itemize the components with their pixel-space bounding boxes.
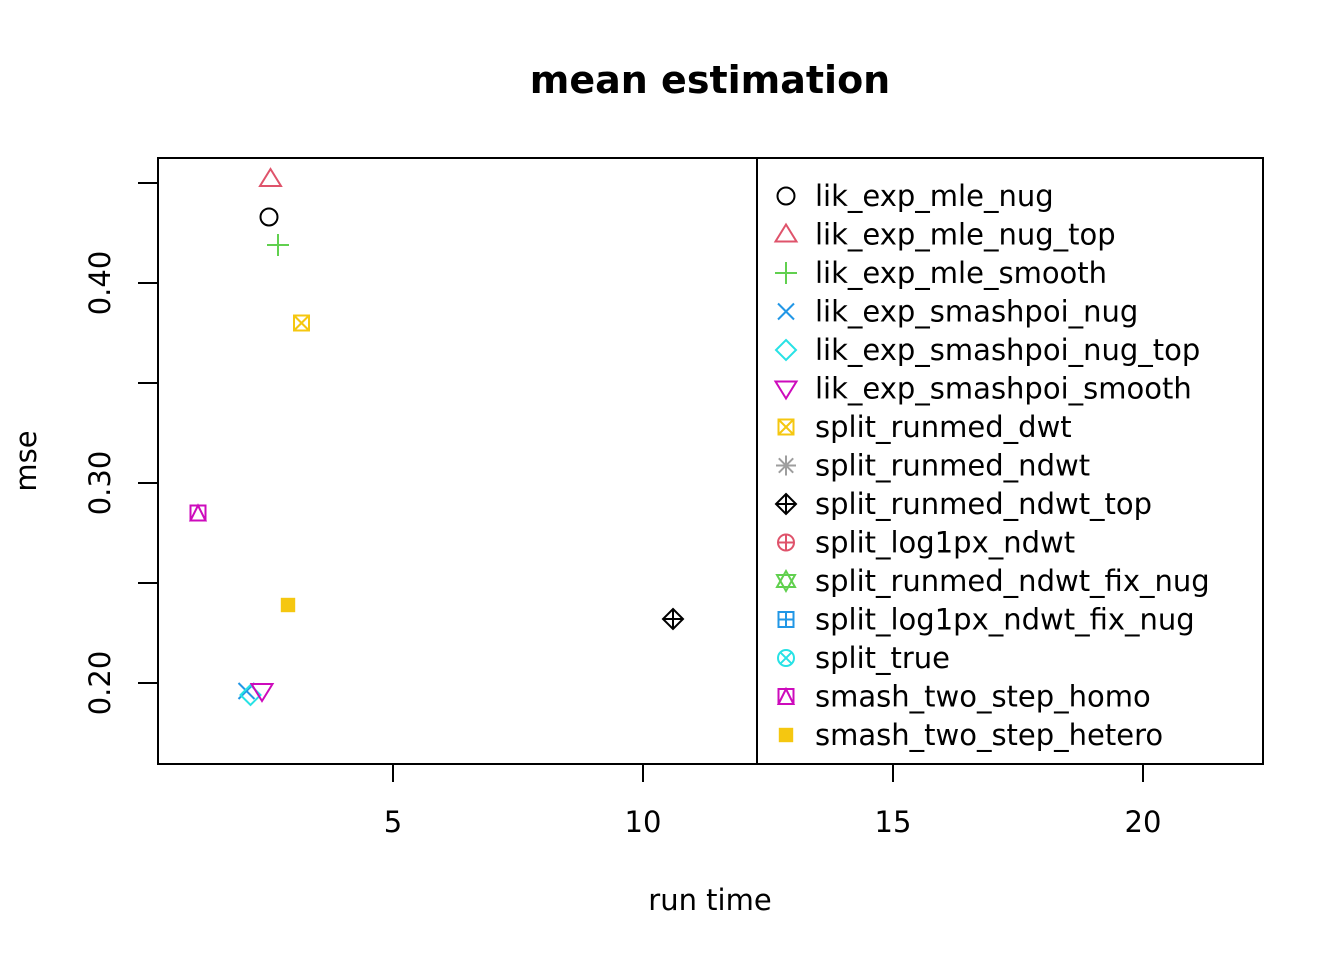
- legend-label-lik-exp-smashpoi-smooth: lik_exp_smashpoi_smooth: [815, 372, 1192, 406]
- legend-marker-lik-exp-smashpoi-nug: [777, 302, 795, 321]
- legend-marker-split-true: [777, 649, 795, 667]
- point-smash-two-step-homo: [188, 503, 208, 522]
- legend-marker-smash-two-step-hetero: [778, 727, 794, 743]
- legend-marker-lik-exp-mle-smooth: [775, 262, 797, 284]
- legend-box: [756, 157, 1264, 765]
- legend-label-lik-exp-mle-smooth: lik_exp_mle_smooth: [815, 256, 1107, 290]
- point-split-runmed-dwt: [293, 314, 310, 332]
- point-lik-exp-mle-nug-top: [258, 167, 283, 187]
- legend-label-lik-exp-smashpoi-nug: lik_exp_smashpoi_nug: [815, 295, 1138, 329]
- legend-label-lik-exp-mle-nug: lik_exp_mle_nug: [815, 179, 1054, 213]
- point-lik-exp-mle-nug: [259, 207, 279, 227]
- legend-label-split-log1px-ndwt-fix-nug: split_log1px_ndwt_fix_nug: [815, 603, 1195, 637]
- point-lik-exp-smashpoi-smooth: [249, 683, 275, 703]
- legend: lik_exp_mle_nug lik_exp_mle_nug_top lik_ex…: [756, 157, 1264, 765]
- legend-label-split-runmed-ndwt-fix-nug: split_runmed_ndwt_fix_nug: [815, 564, 1210, 598]
- legend-label-split-runmed-dwt: split_runmed_dwt: [815, 410, 1072, 444]
- legend-label-split-log1px-ndwt: split_log1px_ndwt: [815, 526, 1075, 560]
- legend-marker-split-log1px-ndwt-fix-nug: [777, 611, 795, 628]
- chart-title: mean estimation: [530, 58, 890, 102]
- legend-marker-split-runmed-dwt: [777, 418, 795, 436]
- x-tick-label: 20: [1125, 805, 1162, 839]
- legend-label-smash-two-step-hetero: smash_two_step_hetero: [815, 718, 1163, 752]
- point-lik-exp-mle-smooth: [267, 234, 289, 256]
- legend-marker-lik-exp-smashpoi-smooth: [773, 380, 799, 401]
- x-tick-label: 5: [384, 805, 402, 839]
- x-axis: 5 10 15 20: [384, 764, 1162, 839]
- point-smash-two-step-hetero: [280, 597, 296, 613]
- legend-marker-lik-exp-smashpoi-nug-top: [774, 338, 798, 362]
- legend-label-smash-two-step-homo: smash_two_step_homo: [815, 680, 1151, 714]
- legend-label-lik-exp-smashpoi-nug-top: lik_exp_smashpoi_nug_top: [815, 333, 1200, 367]
- legend-marker-smash-two-step-homo: [776, 686, 796, 705]
- legend-marker-lik-exp-mle-nug-top: [773, 222, 799, 243]
- x-tick-label: 10: [625, 805, 662, 839]
- x-tick-label: 15: [875, 805, 912, 839]
- x-axis-label: run time: [648, 883, 771, 917]
- y-tick-label: 0.30: [83, 451, 117, 516]
- data-points: [188, 167, 685, 707]
- y-tick-label: 0.40: [83, 251, 117, 316]
- legend-marker-split-log1px-ndwt: [777, 533, 795, 552]
- y-tick-label: 0.20: [83, 651, 117, 716]
- legend-label-split-true: split_true: [815, 641, 950, 675]
- y-axis-label: mse: [9, 430, 43, 491]
- legend-marker-split-runmed-ndwt-top: [774, 492, 798, 516]
- y-axis: 0.20 0.30 0.40: [83, 182, 158, 716]
- legend-label-split-runmed-ndwt: split_runmed_ndwt: [815, 449, 1090, 483]
- legend-marker-split-runmed-ndwt-fix-nug: [775, 568, 797, 594]
- legend-label-lik-exp-mle-nug-top: lik_exp_mle_nug_top: [815, 218, 1116, 252]
- legend-marker-lik-exp-mle-nug: [776, 186, 796, 206]
- point-split-runmed-ndwt-top: [661, 607, 685, 631]
- legend-marker-split-runmed-ndwt: [776, 455, 796, 476]
- legend-label-split-runmed-ndwt-top: split_runmed_ndwt_top: [815, 487, 1152, 521]
